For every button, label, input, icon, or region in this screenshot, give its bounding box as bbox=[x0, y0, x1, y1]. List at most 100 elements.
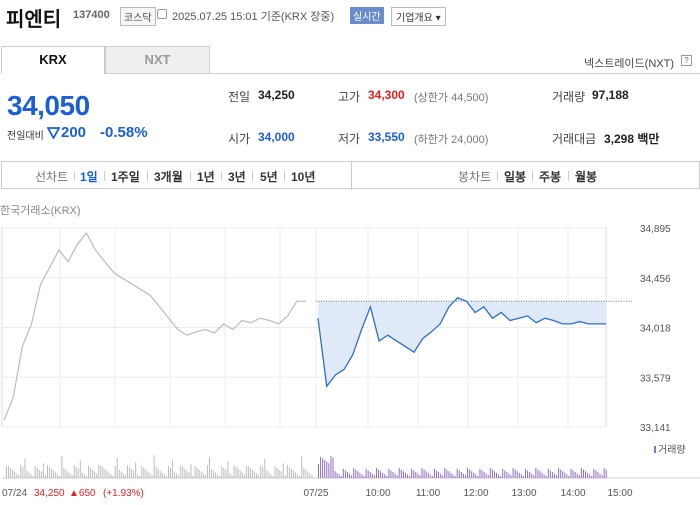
volume-bar bbox=[196, 467, 198, 478]
y-tick-label: 33,579 bbox=[640, 373, 671, 384]
volume-bar bbox=[324, 460, 326, 478]
divider bbox=[252, 171, 253, 181]
volume-bar bbox=[475, 474, 477, 478]
volume-bar bbox=[394, 473, 396, 478]
volume-bar bbox=[301, 456, 303, 478]
volume-bar bbox=[206, 465, 208, 478]
volume-bar bbox=[167, 466, 169, 478]
volume-bar bbox=[202, 473, 204, 478]
volume-bar bbox=[278, 469, 280, 478]
chart-period-bar: 선차트 1일 1주일 3개월 1년 3년 5년 10년 봉차트 일봉 주봉 월봉 bbox=[1, 161, 700, 190]
volume-bar bbox=[219, 476, 221, 478]
volume-bar bbox=[375, 468, 377, 478]
prev-close-value: 34,250 bbox=[258, 88, 295, 102]
candle-monthly[interactable]: 월봉 bbox=[575, 170, 598, 184]
volume-bar bbox=[172, 459, 174, 478]
volume-bar bbox=[36, 467, 38, 478]
volume-legend: 거래량 bbox=[658, 444, 686, 456]
volume-bar bbox=[454, 476, 456, 478]
volume-bar bbox=[553, 473, 555, 478]
volume-bar bbox=[200, 471, 202, 478]
period-3y[interactable]: 3년 bbox=[228, 170, 246, 184]
volume-bar bbox=[293, 470, 294, 478]
volume-bar bbox=[129, 467, 130, 478]
company-info-dropdown[interactable]: 기업개요 ▾ bbox=[391, 7, 446, 26]
prev-change-pct: (+1.93%) bbox=[103, 488, 144, 499]
volume-bar bbox=[367, 470, 369, 478]
period-1w[interactable]: 1주일 bbox=[111, 170, 140, 184]
candle-weekly[interactable]: 주봉 bbox=[539, 170, 562, 184]
prev-close: 34,250 bbox=[34, 488, 65, 499]
prev-change: ▲650 bbox=[69, 488, 96, 499]
volume-bar bbox=[440, 473, 442, 478]
volume-bar bbox=[336, 472, 338, 478]
volume-bar bbox=[161, 472, 163, 478]
volume-bar bbox=[326, 461, 328, 478]
volume-bar bbox=[239, 470, 241, 478]
volume-bar bbox=[137, 474, 139, 478]
volume-bar bbox=[423, 469, 425, 478]
volume-bar bbox=[303, 467, 305, 478]
period-1d[interactable]: 1일 bbox=[80, 170, 98, 184]
series-today bbox=[317, 297, 606, 388]
series-prev-day bbox=[3, 232, 306, 421]
volume-bar bbox=[578, 475, 580, 478]
volume-bar bbox=[6, 466, 7, 478]
volume-bar bbox=[309, 473, 311, 478]
nextrade-link[interactable]: 넥스트레이드(NXT) bbox=[583, 58, 674, 70]
volume-bar bbox=[274, 466, 276, 478]
volume-bar bbox=[184, 468, 186, 478]
volume-bar bbox=[591, 476, 593, 478]
volume-bar bbox=[262, 467, 264, 478]
y-tick-label: 33,141 bbox=[640, 423, 671, 434]
volume-bar bbox=[425, 471, 427, 478]
volume-bar bbox=[141, 466, 143, 478]
period-3m[interactable]: 3개월 bbox=[154, 170, 183, 184]
volume-bar bbox=[133, 470, 135, 478]
volume-bar bbox=[340, 476, 342, 478]
volume-bar bbox=[247, 466, 249, 478]
volume-bar bbox=[96, 473, 98, 478]
volume-bar bbox=[227, 461, 229, 478]
volume-bar bbox=[597, 472, 599, 478]
tab-nxt[interactable]: NXT bbox=[105, 46, 210, 74]
volume-bar bbox=[438, 472, 440, 478]
period-5y[interactable]: 5년 bbox=[260, 170, 278, 184]
volume-bar bbox=[462, 473, 464, 478]
volume-bar bbox=[139, 476, 141, 478]
tab-krx[interactable]: KRX bbox=[1, 46, 105, 74]
volume-bar bbox=[483, 472, 485, 478]
candle-daily[interactable]: 일봉 bbox=[504, 170, 527, 184]
volume-bar bbox=[188, 472, 190, 478]
help-icon[interactable]: ? bbox=[681, 55, 692, 66]
volume-bar bbox=[151, 475, 153, 478]
divider bbox=[147, 171, 148, 181]
volume-bar bbox=[266, 470, 268, 478]
volume-bar bbox=[539, 471, 541, 478]
volume-bar bbox=[332, 457, 334, 478]
realtime-badge[interactable]: 실시간 bbox=[350, 7, 384, 24]
volume-bar bbox=[322, 458, 324, 478]
price-chart[interactable]: 34,895 34,456 34,018 33,579 33,141 07/25 10:0… bbox=[0, 220, 700, 505]
volume-bar bbox=[44, 475, 46, 478]
volume-bar bbox=[174, 471, 176, 478]
x-tick-label: 15:00 bbox=[607, 488, 632, 499]
volume-bar bbox=[585, 471, 587, 478]
volume-bar bbox=[545, 476, 547, 478]
volume-bar bbox=[223, 467, 225, 478]
volume-bar bbox=[404, 472, 406, 478]
volume-bar bbox=[514, 469, 516, 478]
volume-bar bbox=[473, 472, 475, 478]
volume-bar bbox=[14, 471, 16, 478]
volume-bar bbox=[433, 468, 435, 478]
volume-bar bbox=[149, 473, 151, 478]
volume-bar bbox=[102, 467, 104, 478]
volume-bar bbox=[290, 468, 292, 478]
volume-bar bbox=[574, 472, 576, 478]
period-10y[interactable]: 10년 bbox=[291, 170, 316, 184]
high-value: 34,300 bbox=[368, 88, 405, 102]
period-1y[interactable]: 1년 bbox=[197, 170, 215, 184]
volume-bar bbox=[564, 472, 566, 478]
volume-bar bbox=[580, 468, 582, 478]
volume-bar bbox=[373, 475, 375, 478]
